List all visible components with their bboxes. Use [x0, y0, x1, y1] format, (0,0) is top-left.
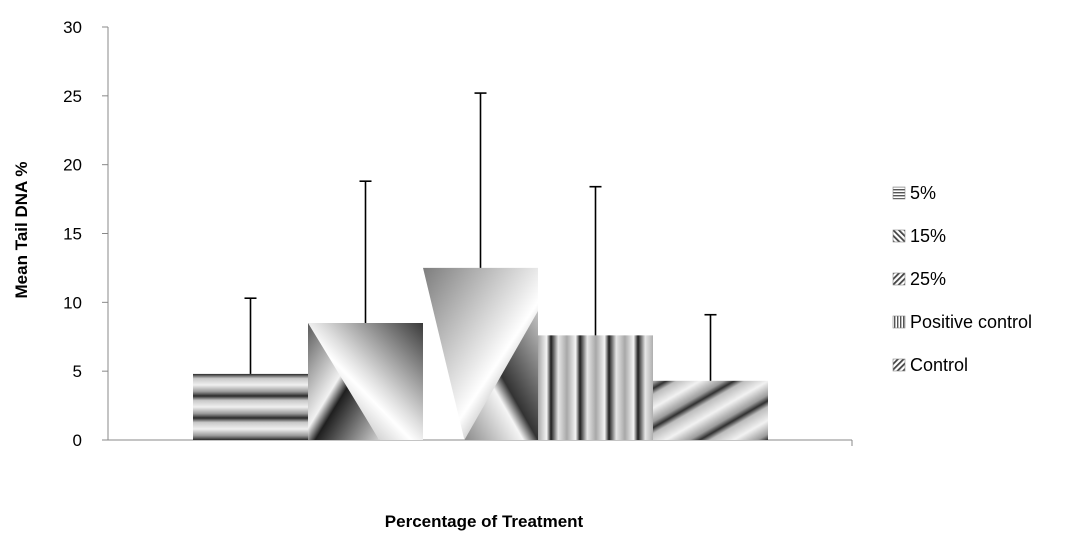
legend: 5% 15% 25% Positive control Control — [892, 183, 1032, 375]
legend-swatch — [892, 272, 906, 286]
bar — [193, 373, 308, 440]
error-bar — [474, 92, 487, 268]
legend-swatch — [892, 358, 906, 372]
y-tick-label: 10 — [63, 293, 82, 312]
legend-swatch — [892, 186, 906, 200]
y-tick-label: 20 — [63, 156, 82, 175]
y-tick-label: 0 — [73, 431, 82, 450]
legend-item: 15% — [892, 226, 946, 246]
legend-label: 25% — [910, 269, 946, 289]
legend-item: 25% — [892, 269, 946, 289]
legend-item: 5% — [892, 183, 936, 203]
legend-label: 5% — [910, 183, 936, 203]
y-tick-label: 25 — [63, 87, 82, 106]
bars — [193, 267, 768, 440]
legend-label: 15% — [910, 226, 946, 246]
error-bar — [359, 180, 372, 323]
y-tick-label: 15 — [63, 225, 82, 244]
legend-swatch — [892, 315, 906, 329]
bar — [538, 335, 653, 440]
error-bar — [704, 313, 717, 381]
x-axis-title: Percentage of Treatment — [385, 512, 584, 531]
error-bars — [244, 92, 717, 381]
legend-item: Control — [892, 355, 968, 375]
legend-swatch — [892, 229, 906, 243]
y-axis-title: Mean Tail DNA % — [12, 162, 31, 299]
bar — [423, 267, 538, 440]
y-tick-label: 5 — [73, 362, 82, 381]
legend-label: Control — [910, 355, 968, 375]
error-bar — [244, 297, 257, 374]
y-tick-labels: 0 5 10 15 20 25 30 — [63, 18, 82, 450]
legend-label: Positive control — [910, 312, 1032, 332]
error-bar — [589, 185, 602, 336]
legend-item: Positive control — [892, 312, 1032, 332]
bar — [653, 380, 768, 440]
bar — [308, 322, 423, 440]
y-tick-label: 30 — [63, 18, 82, 37]
